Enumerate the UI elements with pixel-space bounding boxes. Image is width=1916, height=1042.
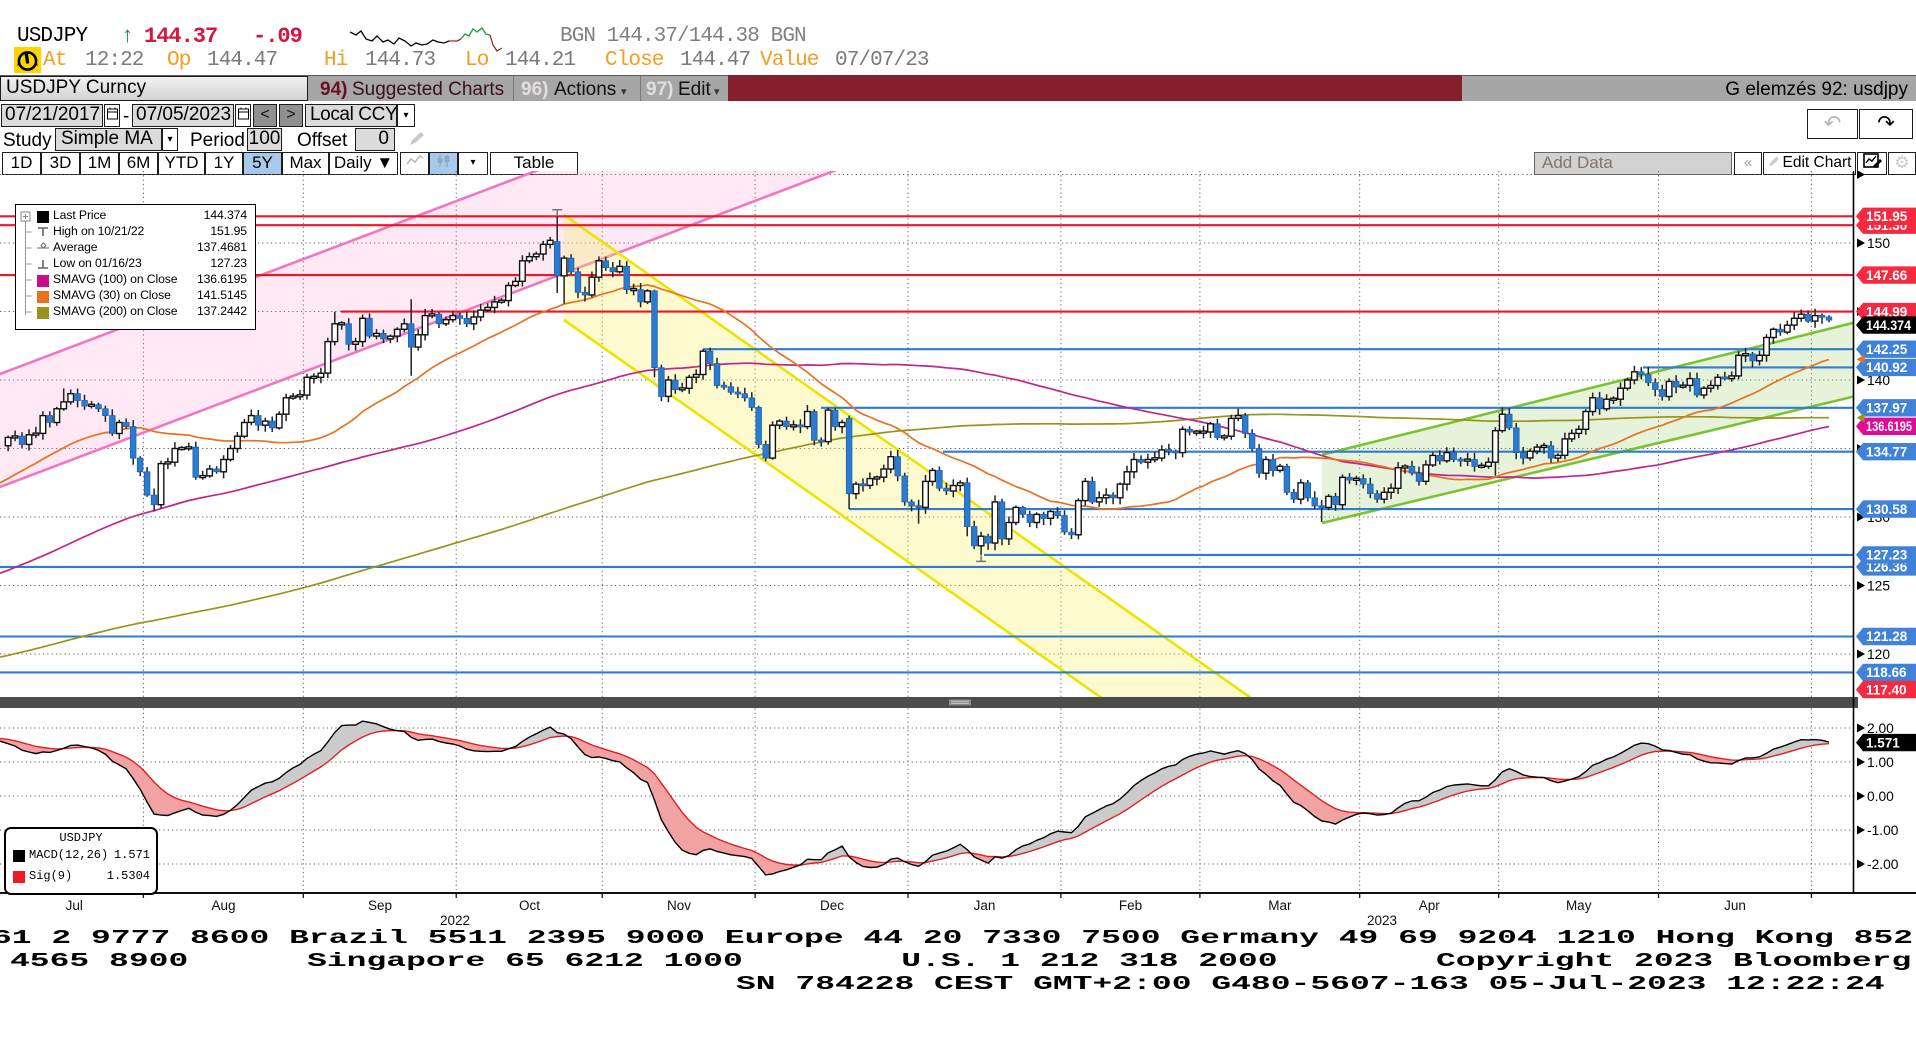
- svg-text:-2.00: -2.00: [1867, 857, 1899, 872]
- svg-text:140: 140: [1867, 373, 1890, 388]
- svg-text:117.40: 117.40: [1866, 682, 1907, 697]
- svg-text:120: 120: [1867, 647, 1890, 662]
- svg-text:Jan: Jan: [974, 898, 996, 913]
- svg-text:121.28: 121.28: [1866, 629, 1908, 644]
- svg-text:134.77: 134.77: [1866, 444, 1907, 459]
- svg-text:Mar: Mar: [1268, 898, 1292, 913]
- svg-text:1.571: 1.571: [1866, 735, 1900, 750]
- svg-text:118.66: 118.66: [1866, 665, 1907, 680]
- svg-text:Nov: Nov: [667, 898, 691, 913]
- svg-text:151.95: 151.95: [1866, 209, 1908, 224]
- svg-text:147.66: 147.66: [1866, 268, 1908, 283]
- svg-text:125: 125: [1867, 578, 1890, 593]
- svg-text:Jul: Jul: [66, 898, 83, 913]
- svg-text:-1.00: -1.00: [1867, 823, 1899, 838]
- svg-text:Apr: Apr: [1419, 898, 1441, 913]
- svg-text:Feb: Feb: [1119, 898, 1142, 913]
- svg-text:144.99: 144.99: [1866, 304, 1907, 319]
- svg-text:137.97: 137.97: [1866, 401, 1907, 416]
- svg-text:Aug: Aug: [211, 898, 235, 913]
- svg-text:2.00: 2.00: [1867, 721, 1894, 736]
- svg-text:Sep: Sep: [368, 898, 392, 913]
- svg-text:2022: 2022: [440, 913, 470, 928]
- svg-text:140.92: 140.92: [1866, 360, 1907, 375]
- svg-text:130.58: 130.58: [1866, 502, 1908, 517]
- svg-text:150: 150: [1867, 236, 1890, 251]
- svg-text:Oct: Oct: [519, 898, 540, 913]
- svg-text:142.25: 142.25: [1866, 342, 1908, 357]
- svg-text:144.374: 144.374: [1866, 318, 1911, 333]
- svg-text:Dec: Dec: [820, 898, 844, 913]
- svg-text:2023: 2023: [1367, 913, 1397, 928]
- svg-text:May: May: [1566, 898, 1592, 913]
- svg-text:Jun: Jun: [1724, 898, 1746, 913]
- svg-text:0.00: 0.00: [1867, 789, 1894, 804]
- svg-text:127.23: 127.23: [1866, 548, 1908, 563]
- svg-text:1.00: 1.00: [1867, 755, 1894, 770]
- svg-text:136.6195: 136.6195: [1866, 419, 1912, 434]
